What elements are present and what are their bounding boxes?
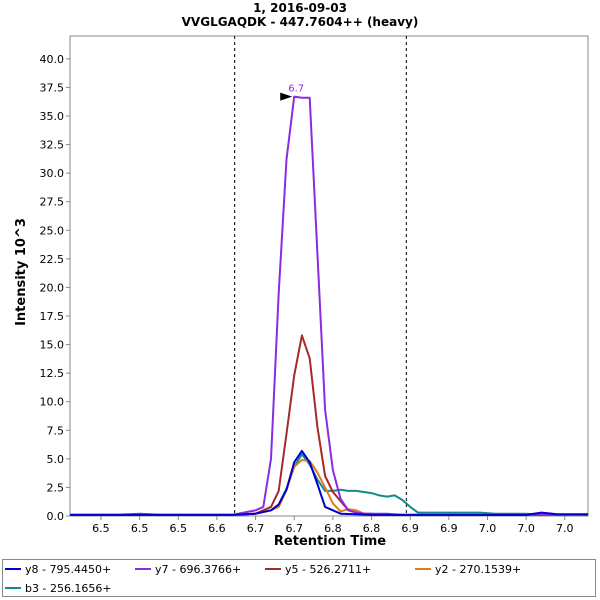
x-tick-label: 6.5	[92, 522, 110, 535]
legend-label: y7 - 696.3766+	[155, 562, 242, 576]
legend-item: y5 - 526.2711+	[265, 560, 371, 578]
y-tick-label: 17.5	[40, 310, 65, 323]
plot-area: 0.0 2.5 5.0 7.5 10.0 12.5 15.0 17.5 20.0 22.5 25.0…	[40, 35, 589, 535]
legend-label: y2 - 270.1539+	[435, 562, 522, 576]
series-line-y8	[70, 449, 588, 516]
legend-label: y5 - 526.2711+	[285, 562, 372, 576]
y-tick-label: 5.0	[47, 453, 65, 466]
chart-title: 1, 2016-09-03	[253, 1, 347, 15]
chromatogram-chart: 1, 2016-09-03 VVGLGAQDK - 447.7604++ (he…	[14, 1, 589, 549]
y-tick-label: 2.5	[47, 481, 65, 494]
legend-item: y2 - 270.1539+	[415, 560, 521, 578]
legend-swatch	[415, 568, 431, 570]
y-axis-label: Intensity 10^3	[14, 218, 29, 326]
x-tick-label: 7.0	[479, 522, 497, 535]
y-tick-label: 27.5	[40, 196, 65, 209]
x-tick-label: 6.8	[363, 522, 381, 535]
x-axis-label: Retention Time	[274, 534, 386, 549]
y-tick-label: 20.0	[40, 281, 65, 294]
x-tick-label: 6.8	[324, 522, 342, 535]
x-tick-label: 6.5	[169, 522, 187, 535]
y-tick-label: 10.0	[40, 396, 65, 409]
y-tick-label: 40.0	[40, 53, 65, 66]
y-tick-label: 15.0	[40, 339, 65, 352]
legend-swatch	[5, 587, 21, 589]
y-tick-label: 7.5	[47, 424, 65, 437]
y-tick-label: 37.5	[40, 81, 65, 94]
legend-label: y8 - 795.4450+	[25, 562, 112, 576]
x-tick-label: 6.6	[208, 522, 226, 535]
legend-item: y7 - 696.3766+	[135, 560, 241, 578]
y-tick-label: 32.5	[40, 139, 65, 152]
x-tick-label: 6.7	[247, 522, 265, 535]
y-tick-label: 12.5	[40, 367, 65, 380]
y-tick-label: 25.0	[40, 224, 65, 237]
y-tick-label: 30.0	[40, 167, 65, 180]
x-tick-label: 6.7	[285, 522, 303, 535]
legend-item: b3 - 256.1656+	[5, 579, 112, 597]
legend-swatch	[5, 568, 21, 570]
x-tick-label: 6.5	[131, 522, 149, 535]
x-tick-label: 6.9	[401, 522, 419, 535]
x-tick-label: 6.9	[440, 522, 458, 535]
x-tick-label: 7.0	[556, 522, 574, 535]
legend-item: y8 - 795.4450+	[5, 560, 111, 578]
y-tick-label: 35.0	[40, 110, 65, 123]
legend-swatch	[135, 568, 151, 570]
legend-swatch	[265, 568, 281, 570]
chart-subtitle: VVGLGAQDK - 447.7604++ (heavy)	[182, 15, 419, 29]
legend: y8 - 795.4450+ y7 - 696.3766+ y5 - 526.271…	[2, 559, 596, 597]
y-tick-label: 0.0	[47, 510, 65, 523]
y-tick-label: 22.5	[40, 253, 65, 266]
peak-annotation-label: 6.7	[288, 84, 304, 95]
legend-label: b3 - 256.1656+	[25, 581, 112, 595]
x-tick-label: 7.0	[517, 522, 535, 535]
peak-marker-arrow	[280, 92, 293, 101]
